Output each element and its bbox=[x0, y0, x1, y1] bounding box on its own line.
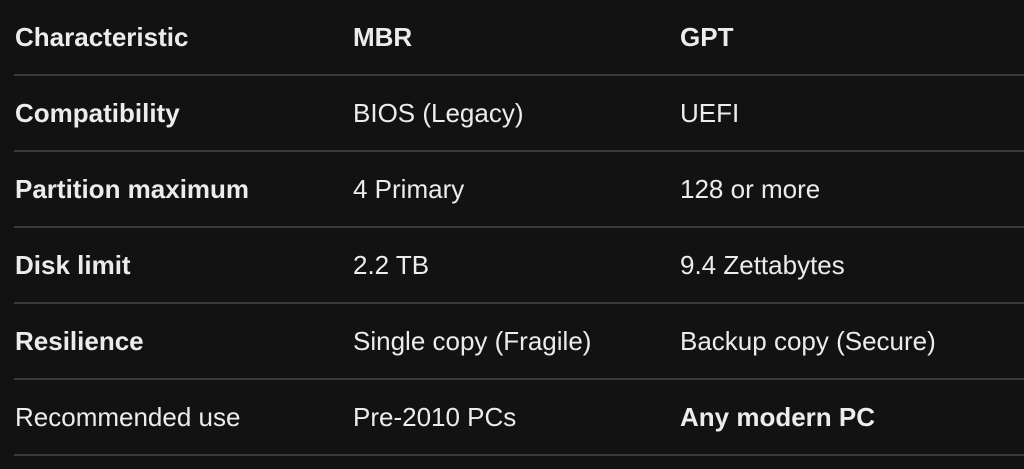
gpt-value: 9.4 Zettabytes bbox=[680, 250, 845, 280]
row-label: Resilience bbox=[15, 326, 144, 356]
row-label: Disk limit bbox=[15, 250, 131, 280]
table-row: Compatibility BIOS (Legacy) UEFI bbox=[0, 76, 1024, 152]
mbr-value: BIOS (Legacy) bbox=[353, 98, 524, 128]
divider bbox=[14, 302, 1024, 304]
gpt-value: UEFI bbox=[680, 98, 740, 128]
table-header-row: Characteristic MBR GPT bbox=[0, 0, 1024, 76]
mbr-value: Pre-2010 PCs bbox=[353, 402, 517, 432]
gpt-value: 128 or more bbox=[680, 174, 821, 204]
mbr-value: 2.2 TB bbox=[353, 250, 430, 280]
row-label: Compatibility bbox=[15, 98, 180, 128]
header-characteristic: Characteristic bbox=[15, 22, 189, 52]
header-mbr: MBR bbox=[353, 22, 413, 52]
mbr-value: 4 Primary bbox=[353, 174, 465, 204]
table-row: Disk limit 2.2 TB 9.4 Zettabytes bbox=[0, 228, 1024, 304]
mbr-value: Single copy (Fragile) bbox=[353, 326, 592, 356]
table-row: Partition maximum 4 Primary 128 or more bbox=[0, 152, 1024, 228]
gpt-value: Backup copy (Secure) bbox=[680, 326, 936, 356]
gpt-value: Any modern PC bbox=[680, 402, 876, 432]
row-label: Partition maximum bbox=[15, 174, 250, 204]
table-row: Recommended use Pre-2010 PCs Any modern … bbox=[0, 380, 1024, 456]
divider bbox=[14, 378, 1024, 380]
divider bbox=[14, 226, 1024, 228]
divider bbox=[14, 150, 1024, 152]
divider bbox=[14, 74, 1024, 76]
header-gpt: GPT bbox=[680, 22, 734, 52]
row-label: Recommended use bbox=[15, 402, 241, 432]
table-row: Resilience Single copy (Fragile) Backup … bbox=[0, 304, 1024, 380]
divider bbox=[14, 454, 1024, 456]
